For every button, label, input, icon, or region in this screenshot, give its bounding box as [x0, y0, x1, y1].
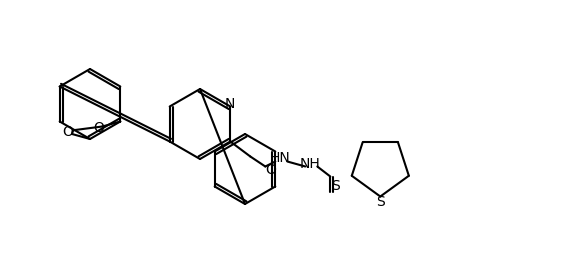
Text: O: O [63, 125, 73, 139]
Text: HN: HN [270, 151, 290, 166]
Text: S: S [376, 195, 385, 209]
Text: N: N [225, 98, 235, 112]
Text: NH: NH [300, 156, 321, 170]
Text: O: O [265, 164, 276, 178]
Text: S: S [331, 180, 340, 194]
Text: O: O [93, 121, 104, 135]
